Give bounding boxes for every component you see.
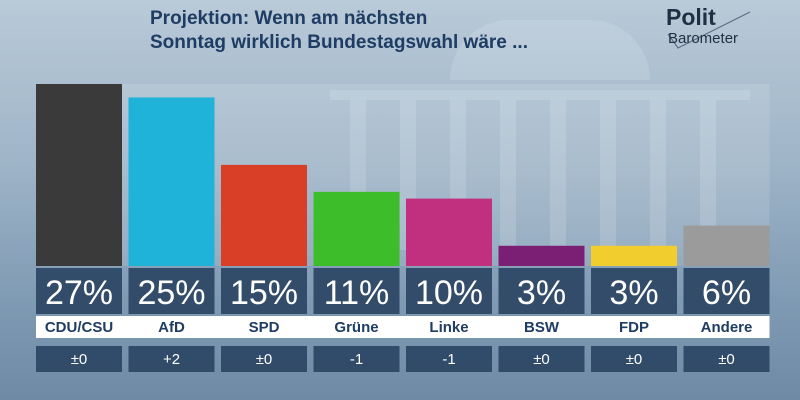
- change-label-andere: ±0: [718, 351, 735, 368]
- value-box-fdp: [591, 268, 677, 314]
- value-label-bsw: 3%: [517, 274, 566, 312]
- value-box-grüne: [313, 268, 400, 314]
- value-label-spd: 15%: [230, 274, 298, 312]
- value-label-linke: 10%: [415, 274, 483, 312]
- change-label-fdp: ±0: [626, 351, 643, 368]
- change-box-bsw: [498, 346, 585, 372]
- politbarometer-logo: Polit Barometer: [660, 4, 760, 52]
- value-label-grüne: 11%: [324, 274, 390, 312]
- bar-spd: [221, 164, 307, 266]
- party-label-strip: [36, 316, 770, 338]
- party-label-linke: Linke: [429, 319, 468, 336]
- change-label-grüne: -1: [350, 351, 363, 368]
- chart-title-line1: Projektion: Wenn am nächsten: [150, 8, 428, 29]
- value-label-fdp: 3%: [609, 274, 658, 312]
- value-box-afd: [128, 268, 215, 314]
- party-label-spd: SPD: [249, 319, 280, 336]
- value-box-linke: [406, 268, 492, 314]
- change-box-cdu-csu: [36, 346, 122, 372]
- logo-text-polit: Polit: [666, 4, 716, 30]
- party-label-grüne: Grüne: [334, 319, 378, 336]
- bar-cdu-csu: [36, 84, 122, 266]
- bar-fdp: [591, 245, 677, 266]
- bar-afd: [128, 97, 215, 267]
- bar-linke: [406, 198, 492, 266]
- value-box-cdu-csu: [36, 268, 122, 314]
- change-box-linke: [406, 346, 492, 372]
- party-label-bsw: BSW: [524, 319, 560, 336]
- value-box-spd: [221, 268, 307, 314]
- change-label-linke: -1: [442, 351, 455, 368]
- change-box-spd: [221, 346, 307, 372]
- chart-title: Projektion: Wenn am nächsten Sonntag wir…: [150, 7, 620, 55]
- party-label-afd: AfD: [158, 319, 185, 336]
- party-label-cdu-csu: CDU/CSU: [45, 319, 113, 336]
- value-box-andere: [683, 268, 770, 314]
- change-box-andere: [683, 346, 770, 372]
- change-label-bsw: ±0: [533, 351, 550, 368]
- chart-title-line2: Sonntag wirklich Bundestagswahl wäre ...: [150, 32, 528, 53]
- change-label-cdu-csu: ±0: [71, 351, 88, 368]
- party-label-fdp: FDP: [619, 319, 649, 336]
- value-box-bsw: [498, 268, 585, 314]
- change-label-spd: ±0: [256, 351, 273, 368]
- change-box-grüne: [313, 346, 400, 372]
- value-label-cdu-csu: 27%: [45, 274, 113, 312]
- change-box-fdp: [591, 346, 677, 372]
- party-label-andere: Andere: [701, 319, 753, 336]
- value-label-afd: 25%: [137, 274, 205, 312]
- logo-checkmark-icon: [667, 11, 751, 49]
- bar-grüne: [313, 191, 400, 266]
- change-label-afd: +2: [163, 351, 180, 368]
- logo-text-barometer: Barometer: [668, 30, 739, 47]
- bar-bsw: [498, 245, 585, 266]
- change-box-afd: [128, 346, 215, 372]
- value-label-andere: 6%: [702, 274, 751, 312]
- bar-andere: [683, 225, 770, 266]
